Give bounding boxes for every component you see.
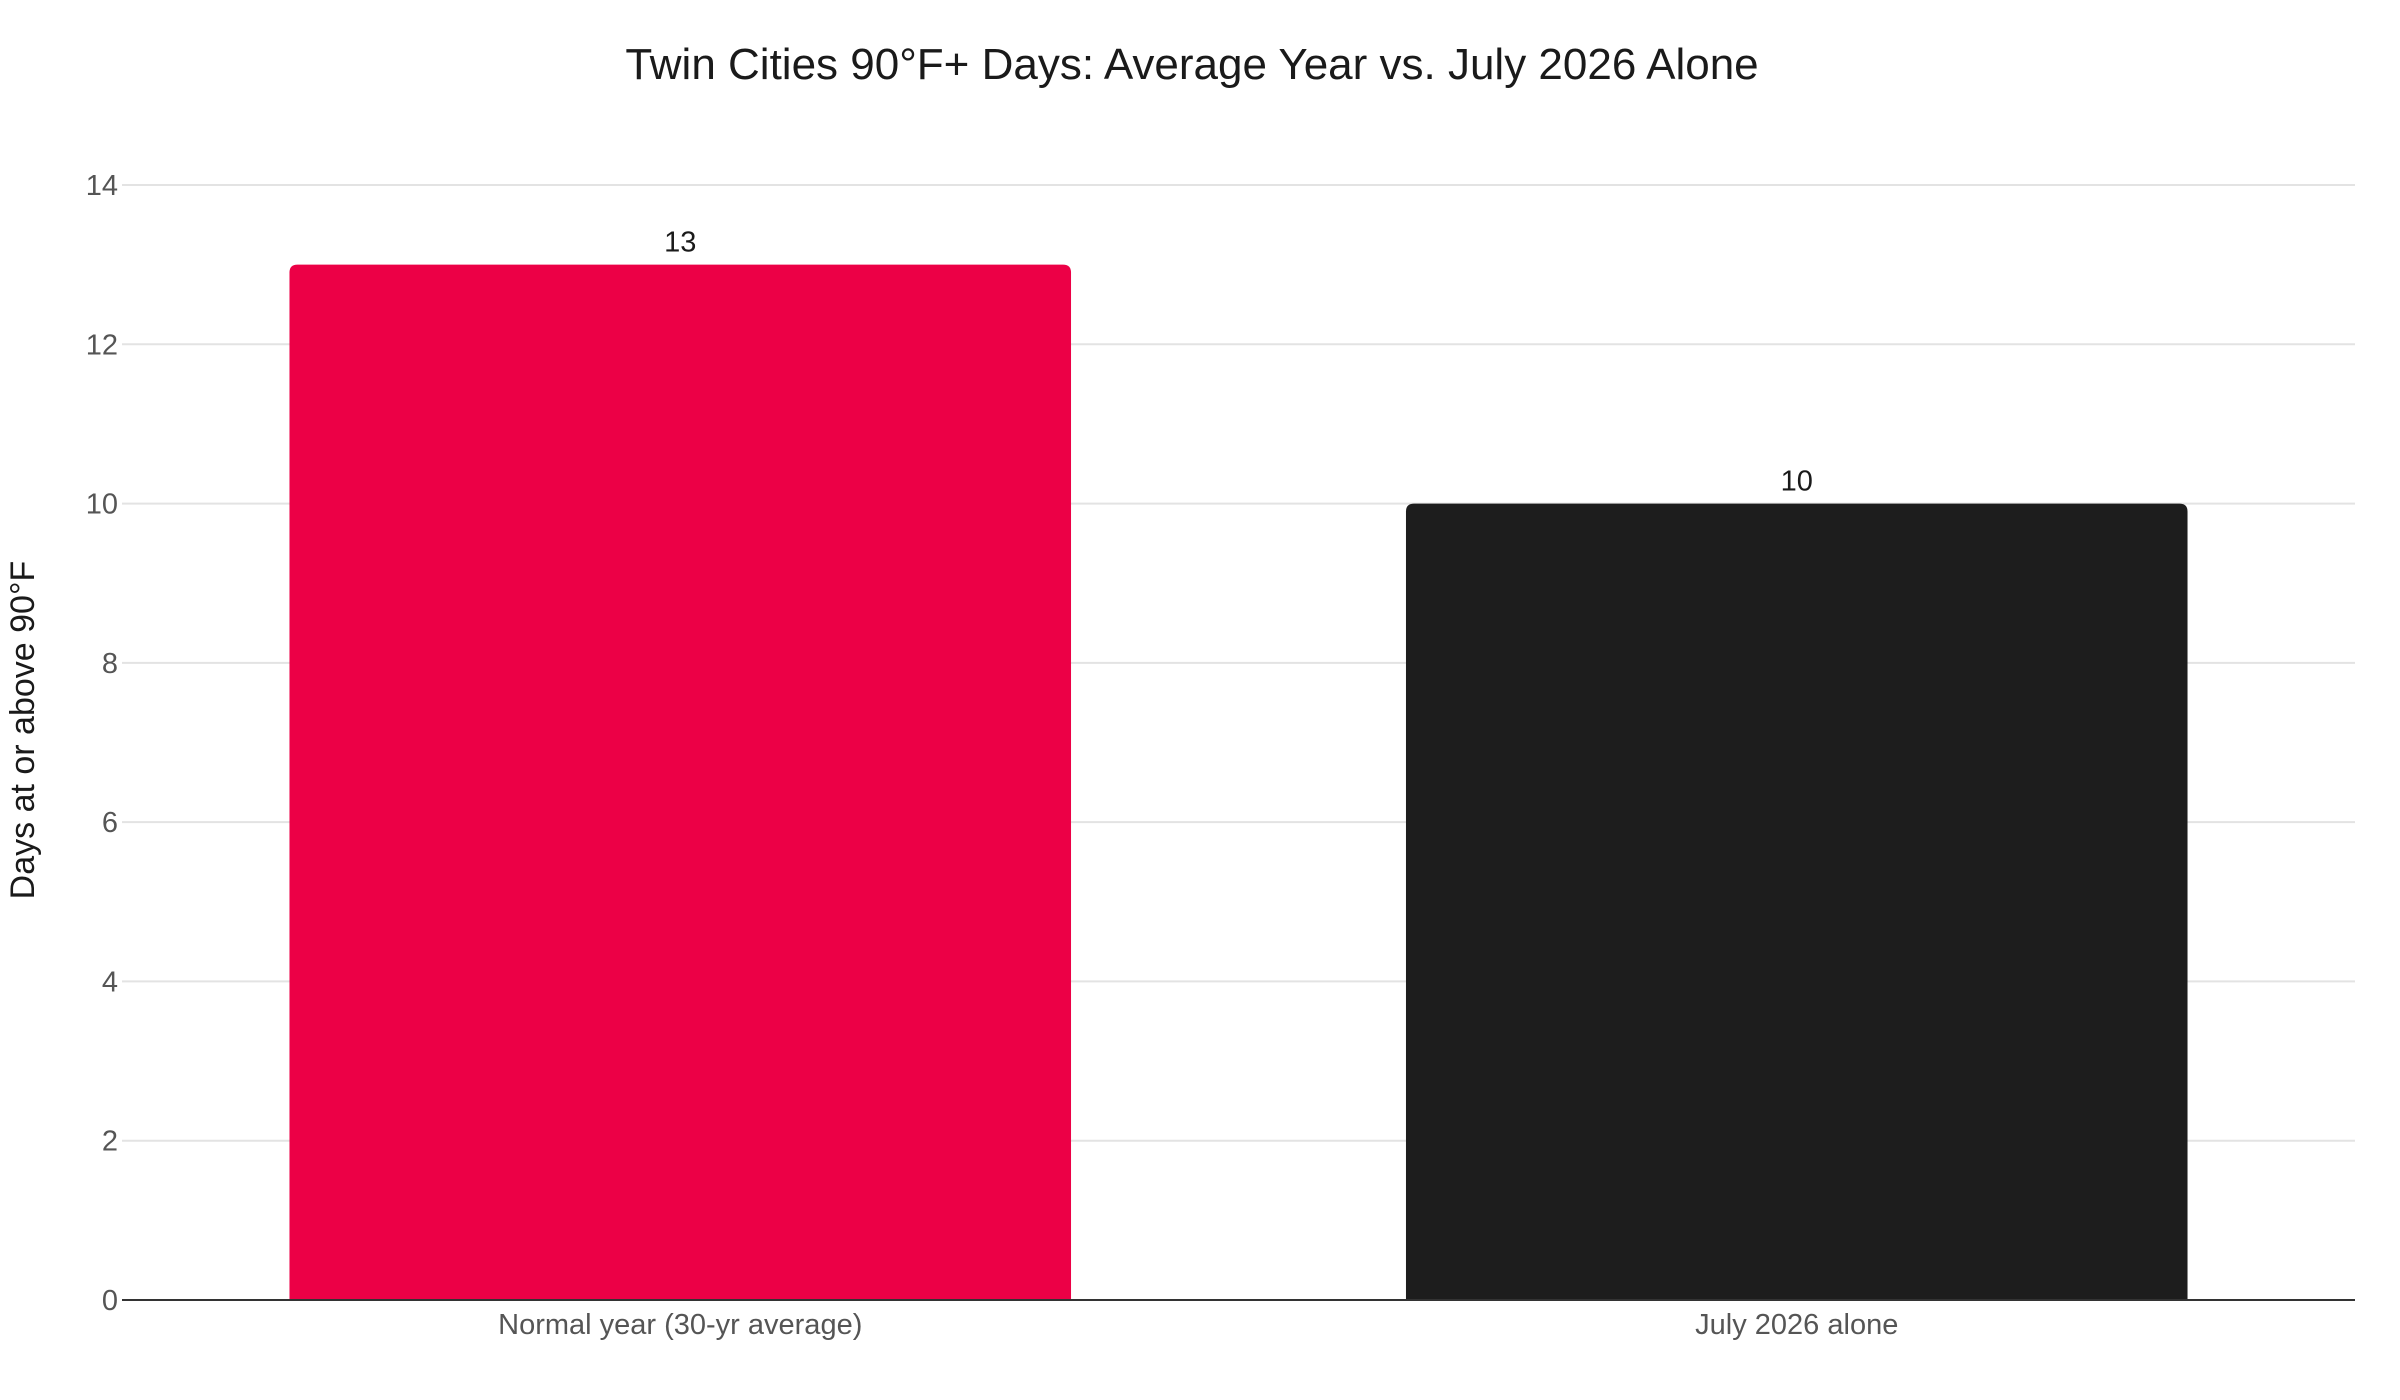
y-tick-label-0: 0 <box>102 1285 118 1317</box>
y-tick-label-8: 8 <box>102 648 118 680</box>
data-label-1: 13 <box>664 227 696 259</box>
bar-1 <box>289 264 1072 1301</box>
y-tick-label-12: 12 <box>86 329 118 361</box>
y-tick-label-4: 4 <box>102 966 118 998</box>
y-tick-label-14: 14 <box>86 170 118 202</box>
data-label-2: 10 <box>1781 466 1813 498</box>
x-axis-ticks: Normal year (30-yr average) July 2026 alo… <box>498 1309 1898 1341</box>
y-tick-label-2: 2 <box>102 1126 118 1158</box>
y-axis-title: Days at or above 90°F <box>4 561 42 900</box>
x-tick-label-2: July 2026 alone <box>1695 1309 1898 1341</box>
chart-title: Twin Cities 90°F+ Days: Average Year vs.… <box>625 40 1758 89</box>
x-tick-label-1: Normal year (30-yr average) <box>498 1309 862 1341</box>
y-tick-label-6: 6 <box>102 807 118 839</box>
y-tick-label-10: 10 <box>86 489 118 521</box>
bars <box>289 264 2188 1301</box>
bar-2 <box>1405 503 2188 1301</box>
y-axis-ticks: 0 2 4 6 8 10 12 14 <box>86 170 118 1317</box>
data-labels: 13 10 <box>664 227 1813 498</box>
